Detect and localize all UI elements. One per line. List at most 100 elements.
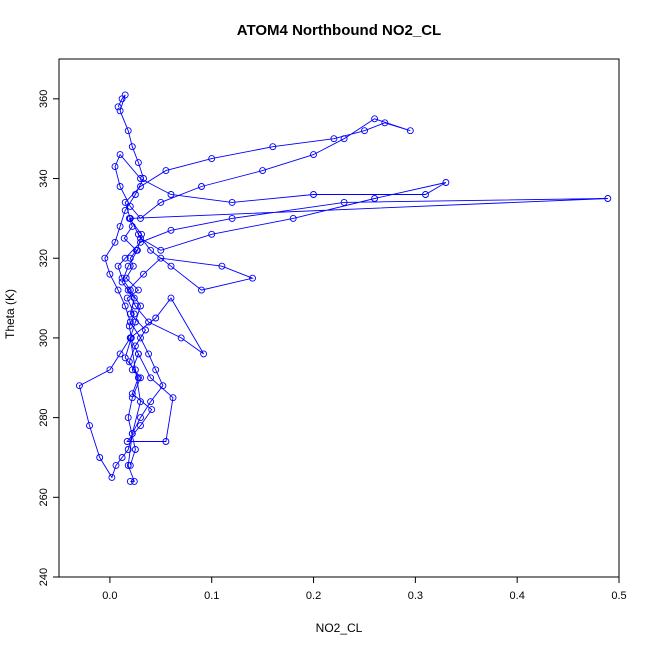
series-line <box>114 118 608 466</box>
data-point <box>361 127 368 135</box>
x-tick-label: 0.5 <box>611 590 626 602</box>
data-point <box>208 155 216 163</box>
data-point <box>130 310 138 318</box>
data-point <box>124 461 132 469</box>
data-point <box>120 234 128 242</box>
x-tick-label: 0.3 <box>408 590 423 602</box>
data-point <box>406 127 414 135</box>
data-point <box>137 398 144 406</box>
data-point <box>152 366 160 374</box>
data-point <box>131 191 139 198</box>
data-point <box>106 270 114 278</box>
plot-frame <box>58 58 620 578</box>
data-point <box>124 446 132 453</box>
data-point <box>126 318 134 326</box>
x-tick-label: 0.0 <box>102 590 117 602</box>
data-point <box>116 350 124 358</box>
y-tick-label: 360 <box>38 90 50 108</box>
data-point <box>116 151 124 159</box>
data-point <box>116 107 124 115</box>
data-point <box>121 302 129 310</box>
data-point <box>145 350 153 358</box>
data-point <box>114 262 122 270</box>
y-axis-label: Theta (K) <box>3 289 17 339</box>
x-tick-label: 0.4 <box>510 590 525 602</box>
data-point <box>147 374 155 382</box>
data-point <box>228 198 236 206</box>
data-point <box>289 214 297 222</box>
data-point <box>145 318 153 326</box>
data-point <box>123 294 131 302</box>
data-point <box>169 394 177 402</box>
data-point <box>114 103 122 111</box>
data-point <box>177 334 185 342</box>
data-point <box>128 222 136 230</box>
data-point <box>133 246 141 254</box>
data-point <box>131 318 139 326</box>
data-point <box>442 179 450 186</box>
data-point <box>118 454 126 461</box>
data-point <box>162 438 170 445</box>
data-point <box>167 226 175 234</box>
data-point <box>371 195 379 202</box>
data-point <box>128 430 136 438</box>
data-point <box>131 302 139 310</box>
data-point <box>269 143 277 151</box>
data-point <box>112 461 120 469</box>
data-point <box>208 230 216 238</box>
data-point <box>198 183 205 190</box>
data-point <box>259 167 267 175</box>
data-point <box>167 294 175 302</box>
data-point <box>125 322 133 330</box>
data-point <box>147 246 155 254</box>
data-point <box>118 274 126 282</box>
y-tick-label: 260 <box>38 488 50 506</box>
data-point <box>75 382 83 390</box>
data-point <box>142 326 149 334</box>
data-point <box>167 191 175 198</box>
data-point <box>340 198 348 206</box>
data-point <box>101 254 109 262</box>
y-tick-label: 280 <box>38 408 50 426</box>
data-point <box>152 314 160 322</box>
data-point <box>134 350 142 358</box>
data-point <box>138 230 145 238</box>
data-point <box>340 135 348 143</box>
data-point <box>128 394 136 402</box>
data-point <box>124 414 132 422</box>
data-point <box>124 262 132 270</box>
data-point <box>134 159 142 167</box>
data-point <box>126 334 134 342</box>
data-point <box>134 230 142 238</box>
data-point <box>134 286 142 294</box>
data-point <box>140 270 147 278</box>
data-point <box>131 342 139 350</box>
data-point <box>126 286 134 294</box>
data-point <box>131 366 139 374</box>
data-point <box>422 191 429 198</box>
data-point <box>137 302 144 310</box>
data-point <box>111 238 119 246</box>
data-point <box>162 167 170 175</box>
data-point <box>126 254 134 262</box>
data-point <box>134 374 142 382</box>
data-point <box>130 477 138 485</box>
data-point <box>121 254 129 262</box>
data-point <box>381 119 389 127</box>
data-point <box>108 473 116 481</box>
data-point <box>116 183 124 190</box>
data-point <box>228 214 236 222</box>
data-point <box>131 446 139 453</box>
x-axis-label: NO2_CL <box>316 621 363 635</box>
data-point <box>157 198 165 206</box>
data-point <box>129 262 137 270</box>
data-point <box>371 115 379 123</box>
data-point <box>121 91 129 99</box>
chart-title: ATOM4 Northbound NO2_CL <box>237 22 441 39</box>
data-point <box>137 234 144 242</box>
y-tick-label: 240 <box>38 568 50 586</box>
data-point <box>124 127 132 135</box>
data-point <box>157 246 165 254</box>
data-point <box>137 238 144 246</box>
